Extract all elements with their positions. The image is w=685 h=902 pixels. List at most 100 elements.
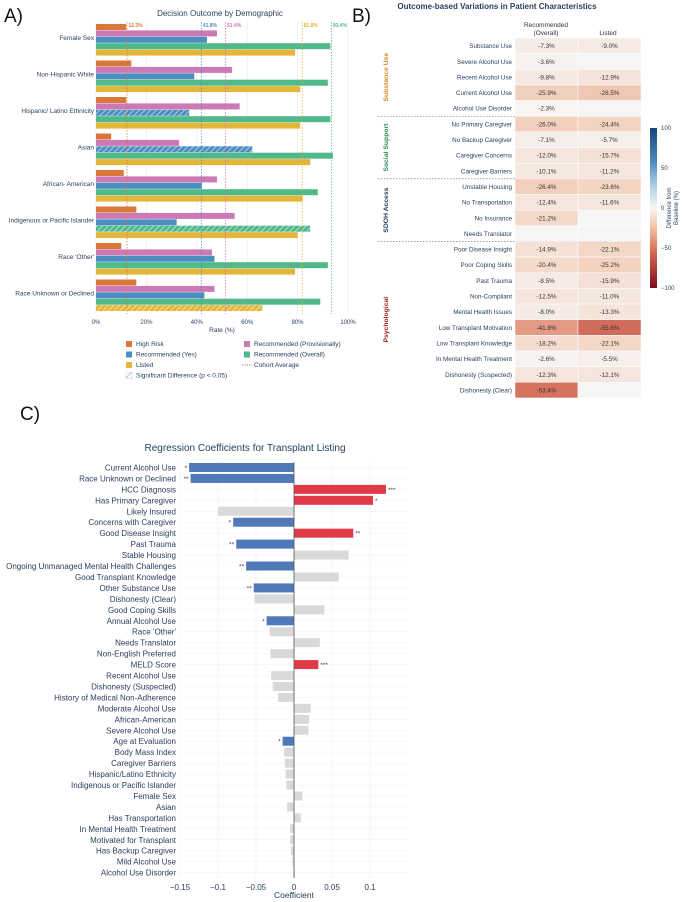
x-tick-label: 40% [191, 320, 204, 326]
x-tick-label: 0% [92, 320, 101, 326]
category-label: Race Unknown or Declined [15, 291, 94, 298]
outcome-variations-heatmap: Outcome-based Variations in Patient Char… [378, 2, 680, 399]
coefficient-bar [218, 506, 294, 516]
row-label: Caregiver Concerns [456, 153, 512, 160]
predictor-label: Has Transportation [108, 814, 176, 823]
legend-label: Significant Difference (p < 0.05) [136, 373, 227, 380]
predictor-label: Body Mass Index [115, 748, 176, 757]
significance-stars: ** [229, 542, 235, 549]
cell-value: -12.5% [537, 294, 557, 301]
coefficient-bar [294, 638, 320, 648]
heatmap-cell [577, 100, 642, 117]
bar [96, 86, 301, 93]
cell-value: -10.1% [537, 168, 557, 175]
bar [96, 60, 132, 67]
cell-value: -13.3% [600, 309, 620, 316]
legend-label: Listed [136, 362, 154, 369]
bar [96, 292, 205, 299]
coefficient-bar [278, 692, 294, 702]
cell-value: -22.1% [600, 340, 620, 347]
coefficient-bar [253, 583, 294, 593]
heatmap-cell [577, 225, 642, 242]
predictor-label: Annual Alcohol Use [107, 617, 177, 626]
predictor-label: Race Unknown or Declined [79, 474, 176, 483]
significance-stars: *** [388, 487, 396, 494]
coefficient-bar [285, 769, 294, 779]
coefficient-bar [269, 627, 294, 637]
cell-value: -28.5% [600, 90, 620, 97]
cell-value: -22.1% [600, 247, 620, 254]
bar [96, 249, 212, 256]
bar [96, 243, 122, 249]
legend-swatch [244, 351, 250, 358]
cell-value: -15.7% [600, 153, 620, 160]
predictor-label: HCC Diagnosis [121, 485, 176, 494]
coefficient-bar [294, 791, 303, 801]
predictor-label: Has Backup Caregiver [96, 847, 176, 856]
coefficient-bar [246, 561, 294, 571]
significance-hatch [96, 225, 311, 232]
coefficient-bar [294, 813, 301, 823]
row-label: Unstable Housing [462, 184, 512, 191]
category-label: Indigenous or Pacific Islander [9, 218, 95, 225]
row-label: Current Alcohol Use [456, 90, 512, 97]
cell-value: -5.7% [601, 137, 618, 144]
significance-stars: * [185, 465, 188, 472]
coefficient-bar [294, 495, 374, 505]
bar [96, 279, 137, 286]
predictor-label: Severe Alcohol Use [106, 726, 176, 735]
category-label: Race 'Other' [58, 254, 94, 261]
predictor-label: Motivated for Transplant [90, 836, 177, 845]
bar [96, 298, 321, 305]
cohort-average-label: 41.8% [203, 23, 218, 29]
significance-stars: * [262, 618, 265, 625]
cell-value: -9.8% [538, 74, 555, 81]
heatmap-cell [577, 209, 642, 227]
cell-value: -2.3% [538, 106, 555, 113]
predictor-label: Mild Alcohol Use [117, 858, 177, 867]
bar [96, 219, 177, 226]
coefficient-bar [284, 747, 294, 757]
significance-hatch [96, 146, 253, 153]
group-label: Social Support [383, 123, 390, 172]
significance-stars: ** [247, 585, 253, 592]
x-tick-label: 0 [292, 883, 297, 892]
bar [96, 43, 331, 50]
predictor-label: History of Medical Non-Adherence [54, 693, 176, 702]
significance-stars: *** [320, 662, 328, 669]
chart-c-title: Regression Coefficients for Transplant L… [144, 443, 345, 454]
colorbar-title: Baseline (%) [674, 191, 680, 225]
x-tick-label: −0.05 [246, 883, 267, 892]
row-label: Dishonesty (Suspected) [445, 372, 512, 379]
category-label: Non-Hispanic White [37, 72, 95, 79]
cell-value: -15.9% [600, 278, 620, 285]
cell-value: -26.4% [537, 184, 557, 191]
colorbar [650, 128, 657, 288]
heatmap-column-header: Recommended (Overall) [524, 22, 568, 37]
bar [96, 30, 217, 37]
predictor-label: Hispanic/Latino Ethnicity [89, 770, 176, 779]
x-tick-label: 60% [241, 320, 254, 326]
bar [96, 49, 296, 56]
cell-value: -7.1% [538, 137, 555, 144]
coefficient-bar [294, 660, 319, 670]
heatmap-cell [514, 225, 579, 242]
cell-value: -9.0% [601, 43, 618, 50]
cell-value: -55.6% [600, 325, 620, 332]
heatmap-cell [577, 53, 642, 70]
chart-a-xlabel: Rate (%) [209, 327, 235, 334]
cell-value: -12.4% [537, 200, 557, 207]
coefficient-bar [286, 780, 294, 790]
category-label: Hispanic/ Latino Ethnicity [21, 108, 94, 115]
bar [96, 159, 311, 166]
bar [96, 116, 331, 123]
row-label: Dishonesty (Clear) [460, 387, 512, 394]
coefficient-bar [282, 736, 294, 746]
chart-a-title: Decision Outcome by Demographic [157, 9, 283, 18]
coefficient-bar [270, 649, 294, 659]
coefficient-bar [294, 725, 309, 735]
heatmap-column-header: Listed [599, 30, 617, 37]
bar [96, 24, 127, 30]
x-tick-label: 100% [340, 320, 356, 326]
x-tick-label: −0.1 [210, 883, 226, 892]
